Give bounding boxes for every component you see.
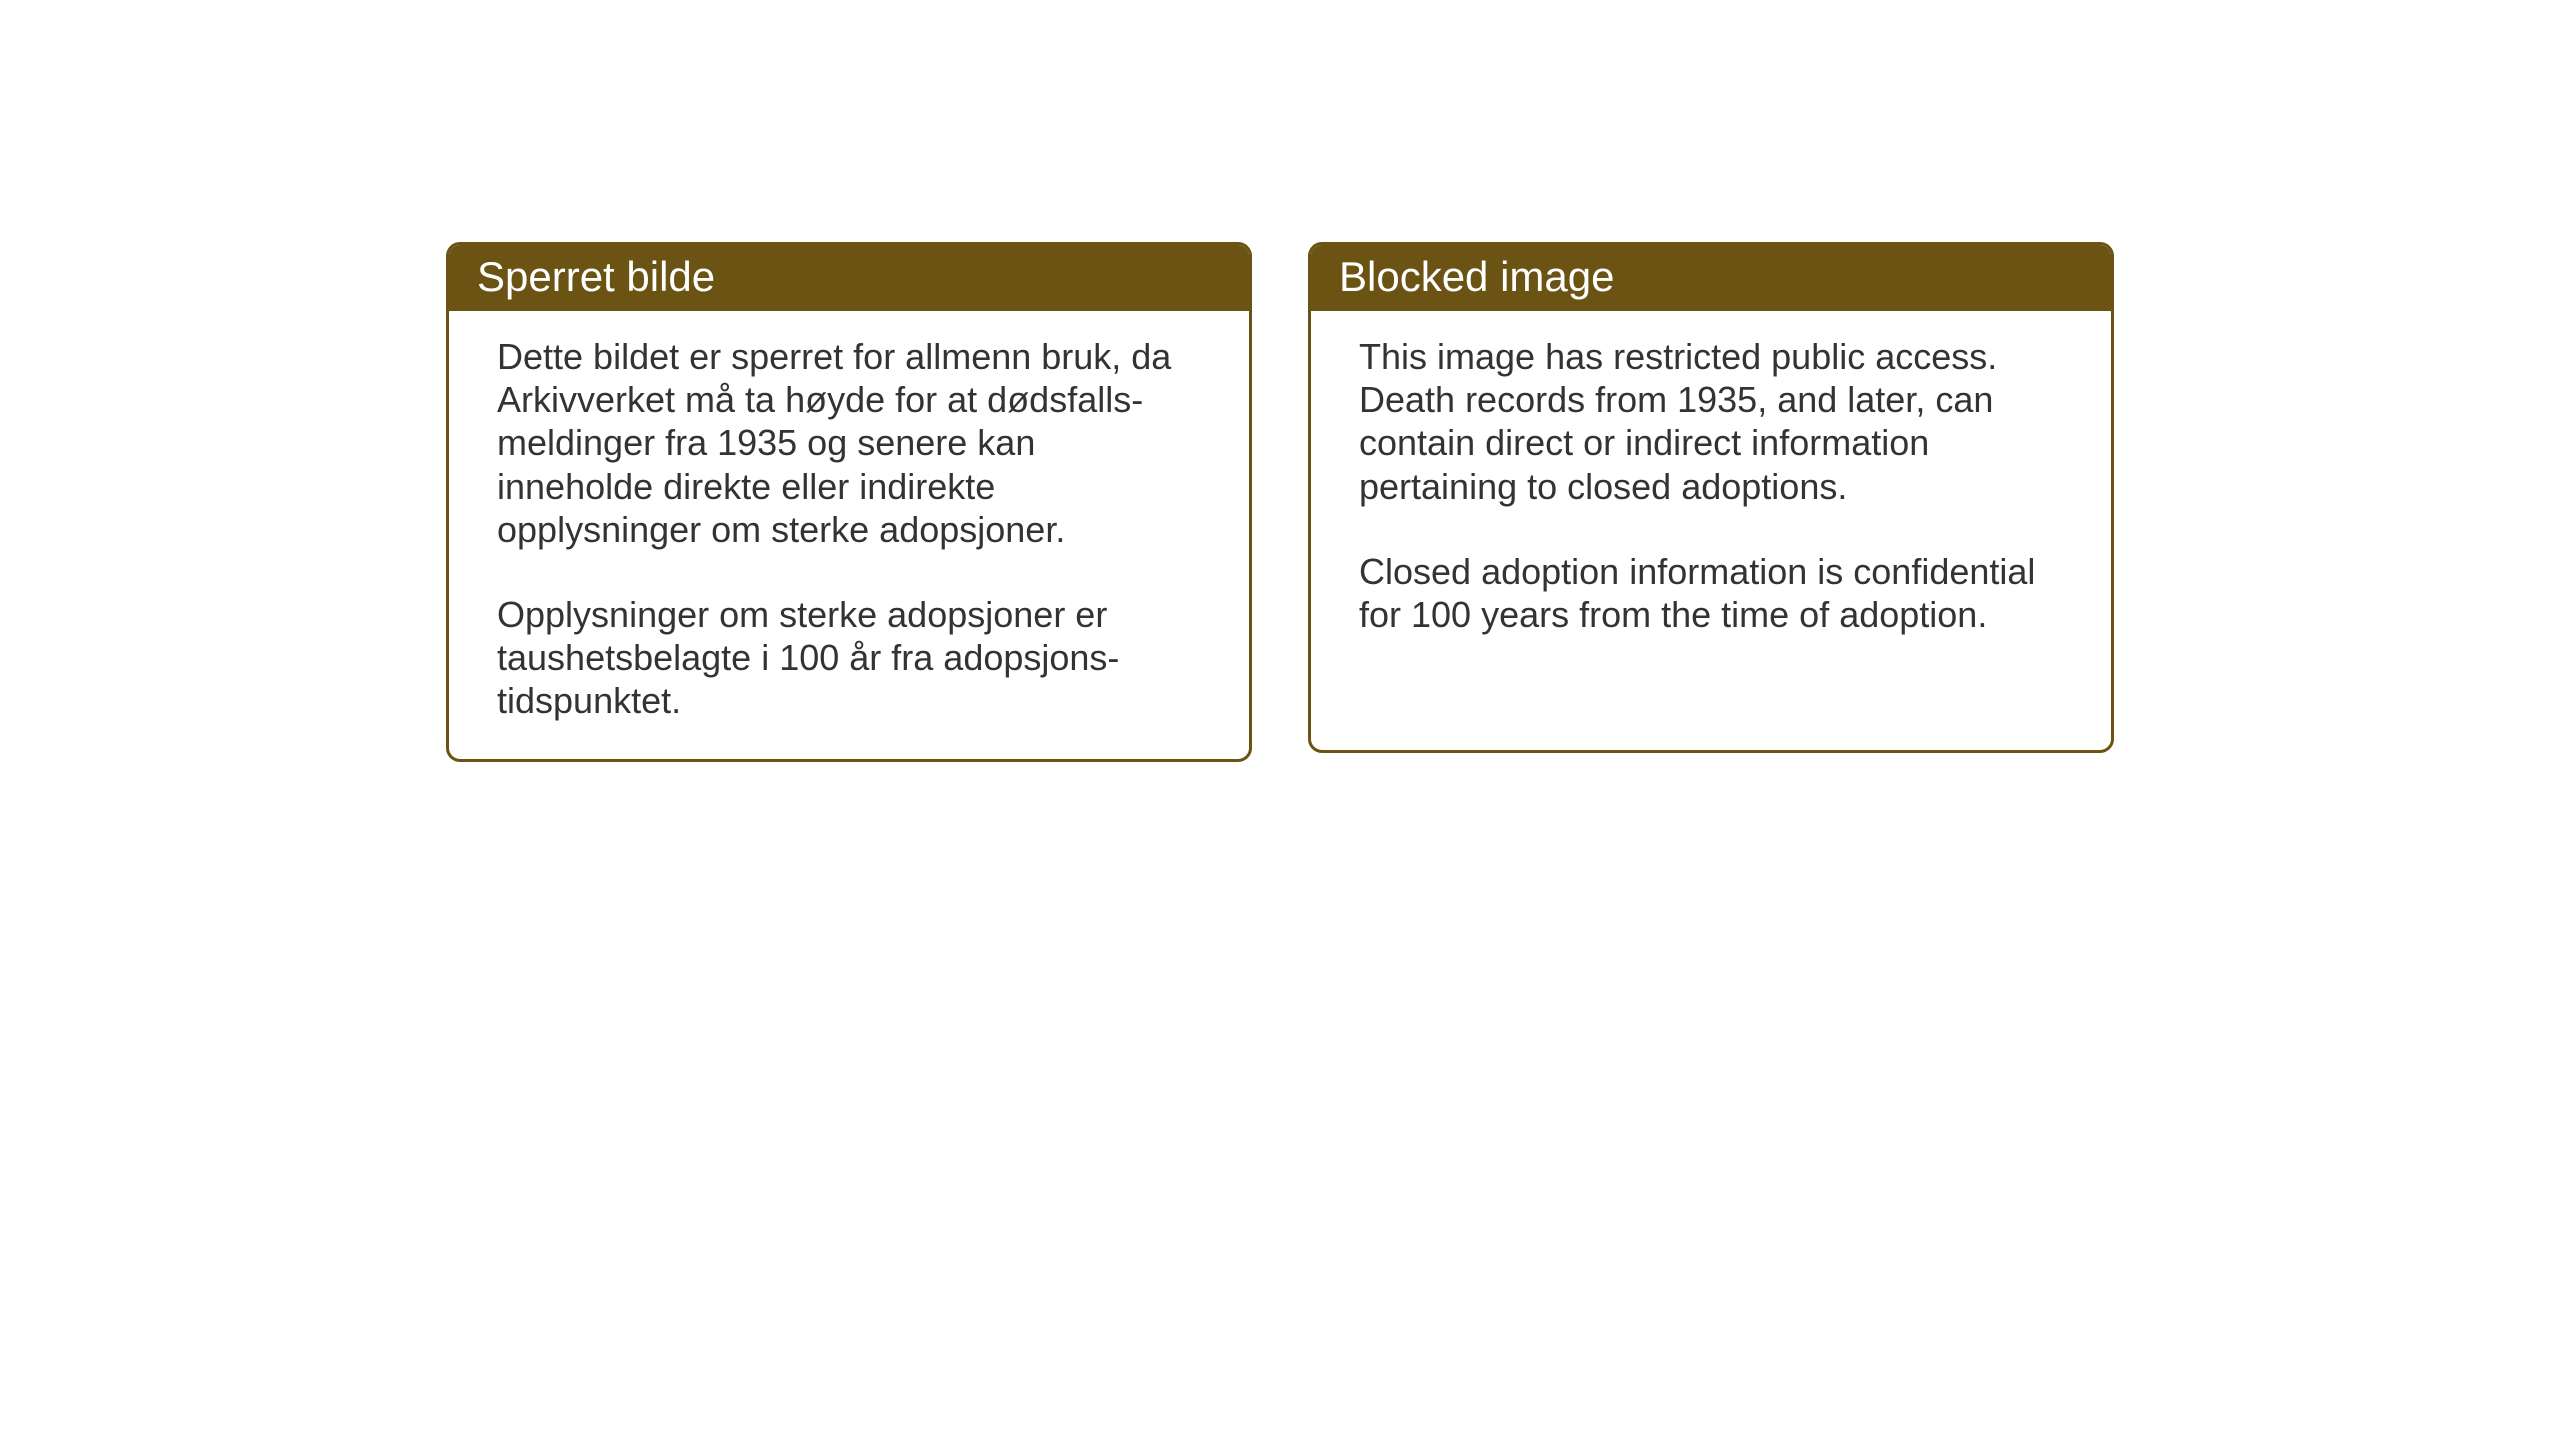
- card-title-english: Blocked image: [1339, 253, 1614, 300]
- card-header-english: Blocked image: [1311, 245, 2111, 311]
- card-paragraph-2-norwegian: Opplysninger om sterke adopsjoner er tau…: [497, 593, 1201, 723]
- notice-card-english: Blocked image This image has restricted …: [1308, 242, 2114, 753]
- card-header-norwegian: Sperret bilde: [449, 245, 1249, 311]
- card-paragraph-1-english: This image has restricted public access.…: [1359, 335, 2063, 508]
- card-body-norwegian: Dette bildet er sperret for allmenn bruk…: [449, 311, 1249, 759]
- card-title-norwegian: Sperret bilde: [477, 253, 715, 300]
- card-paragraph-2-english: Closed adoption information is confident…: [1359, 550, 2063, 636]
- notice-container: Sperret bilde Dette bildet er sperret fo…: [446, 242, 2114, 762]
- card-body-english: This image has restricted public access.…: [1311, 311, 2111, 672]
- notice-card-norwegian: Sperret bilde Dette bildet er sperret fo…: [446, 242, 1252, 762]
- card-paragraph-1-norwegian: Dette bildet er sperret for allmenn bruk…: [497, 335, 1201, 551]
